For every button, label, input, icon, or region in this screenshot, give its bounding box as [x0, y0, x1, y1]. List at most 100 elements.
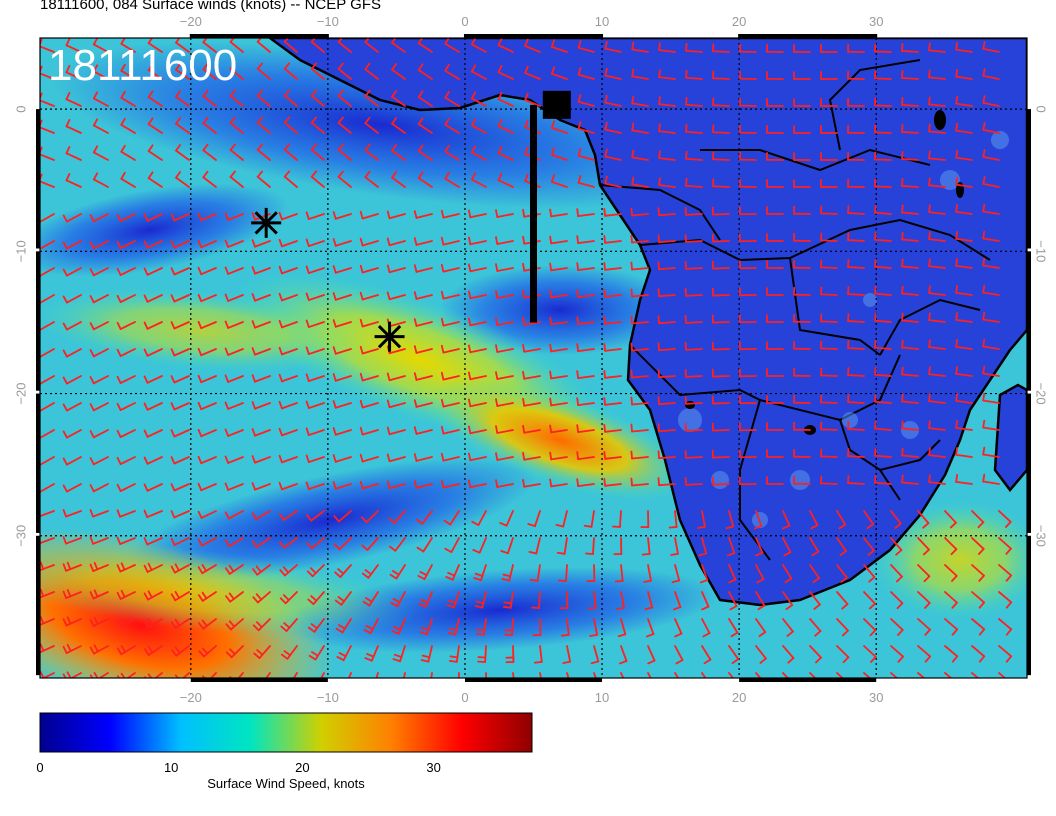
wind-barb — [202, 38, 217, 53]
wind-barb — [143, 348, 163, 357]
wind-barb — [668, 510, 678, 529]
wind-barb — [658, 150, 676, 161]
wind-barb — [305, 319, 325, 328]
wind-barb — [522, 343, 541, 353]
wind-barb — [229, 143, 244, 161]
wind-barb — [497, 64, 514, 80]
wind-barb — [766, 287, 784, 296]
wind-barb — [901, 124, 919, 134]
wind-barb — [197, 239, 217, 249]
wind-barb — [364, 116, 379, 134]
wind-barb — [251, 401, 271, 410]
wind-barb — [955, 312, 973, 323]
wind-barb — [603, 234, 622, 244]
wind-barb — [604, 175, 622, 188]
wind-barb — [202, 143, 217, 161]
wind-barb — [928, 69, 946, 80]
wind-barb — [251, 320, 271, 329]
wind-barb — [955, 204, 973, 215]
map-axes: −20 −20 −10 −10 0 0 10 10 20 20 30 30 0 0 −10 −10 −20 −20… — [13, 14, 1048, 705]
colorbar-tick-label: 0 — [36, 760, 43, 775]
wind-barb — [685, 123, 703, 134]
wind-barb — [901, 151, 919, 161]
wind-barb — [684, 206, 703, 216]
wind-barb — [120, 144, 136, 161]
wind-barb — [170, 267, 190, 276]
wind-barb — [364, 170, 379, 188]
wind-barb — [40, 240, 55, 250]
wind-barb — [917, 672, 926, 678]
wind-barb — [147, 171, 163, 188]
wind-barb — [647, 672, 652, 678]
wind-barb — [495, 263, 514, 272]
y-edge-bar-right — [1027, 251, 1031, 391]
wind-barb — [631, 95, 649, 107]
wind-barb — [471, 172, 487, 188]
wind-barb — [364, 89, 379, 107]
wind-barb — [522, 316, 541, 326]
wind-barb — [576, 316, 595, 326]
wind-barb — [310, 38, 325, 53]
wind-barb — [738, 206, 757, 216]
wind-barb — [711, 287, 730, 297]
wind-barb — [256, 62, 271, 80]
wind-barb — [640, 510, 650, 529]
wind-barb — [197, 537, 217, 547]
wind-barb — [386, 372, 406, 382]
wind-barb — [738, 449, 757, 459]
wind-barb — [307, 618, 325, 633]
wind-barb — [256, 89, 271, 107]
wind-barb — [955, 285, 973, 296]
wind-barb — [251, 266, 271, 275]
wind-barb — [170, 429, 190, 438]
wind-barb — [793, 367, 811, 377]
wind-barb — [917, 591, 931, 609]
wind-barb — [364, 38, 379, 53]
wind-barb — [170, 213, 190, 222]
wind-barb — [699, 564, 709, 584]
wind-barb — [549, 289, 568, 299]
chart-title: 18111600, 084 Surface winds (knots) -- N… — [40, 0, 381, 13]
wind-barb — [337, 62, 352, 80]
wind-barb — [522, 370, 541, 380]
wind-barb — [198, 645, 217, 658]
wind-barb — [120, 171, 136, 188]
wind-barb — [917, 510, 930, 529]
colorbar: Surface Wind Speed, knots 0 10 20 30 — [36, 712, 533, 791]
wind-barb — [40, 616, 55, 626]
wind-barb — [92, 172, 109, 188]
wind-barb — [310, 62, 325, 80]
wind-barb — [444, 90, 460, 107]
wind-barb — [604, 67, 622, 80]
wind-barb — [386, 237, 406, 247]
wind-barb — [955, 420, 973, 431]
wind-barb — [793, 179, 811, 188]
wind-barb — [278, 346, 298, 356]
wind-barb — [320, 672, 325, 678]
map-markers — [251, 90, 571, 352]
wind-barb — [65, 92, 82, 107]
wind-barb — [116, 456, 136, 465]
wind-barb — [901, 70, 919, 80]
wind-barb — [711, 260, 730, 270]
wind-barb — [577, 175, 595, 188]
wind-barb — [497, 145, 514, 161]
wind-barb — [532, 618, 542, 637]
wind-barb — [874, 285, 892, 296]
wind-barb — [332, 454, 352, 463]
wind-barb — [576, 478, 595, 488]
wind-barb — [562, 645, 571, 664]
wind-barb — [782, 537, 792, 557]
wind-barb — [874, 231, 892, 242]
wind-barb — [440, 317, 460, 327]
wind-barb — [863, 591, 876, 610]
wind-barb — [417, 90, 433, 107]
y-edge-bar-right — [1027, 535, 1031, 676]
wind-barb — [847, 286, 865, 296]
wind-barb — [847, 313, 865, 323]
wind-barb — [175, 63, 190, 80]
wind-barb — [971, 591, 986, 609]
wind-barb — [471, 64, 487, 80]
wind-barb — [738, 395, 757, 405]
wind-barb — [419, 618, 433, 636]
